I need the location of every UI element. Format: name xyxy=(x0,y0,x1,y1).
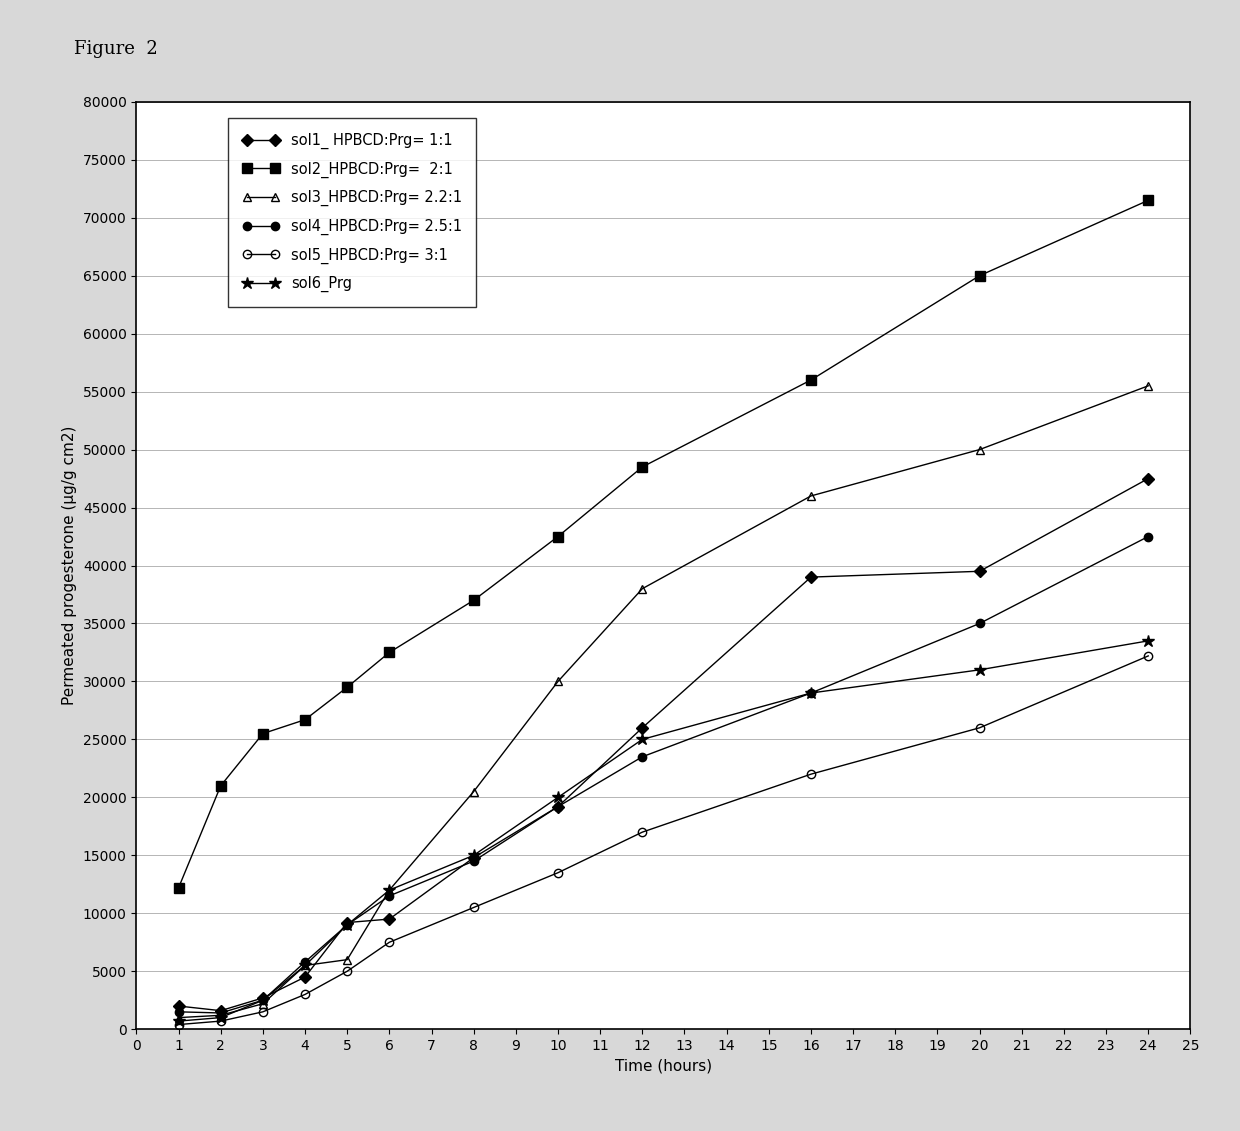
sol2_HPBCD:Prg=  2:1 xyxy=(804,373,818,387)
sol2_HPBCD:Prg=  2:1 xyxy=(340,681,355,694)
sol3_HPBCD:Prg= 2.2:1 xyxy=(382,883,397,897)
sol1_ HPBCD:Prg= 1:1 xyxy=(213,1004,228,1018)
sol1_ HPBCD:Prg= 1:1 xyxy=(340,916,355,930)
sol1_ HPBCD:Prg= 1:1 xyxy=(171,1000,186,1013)
sol2_HPBCD:Prg=  2:1 xyxy=(1141,193,1156,207)
sol6_Prg xyxy=(972,663,987,676)
sol5_HPBCD:Prg= 3:1 xyxy=(804,768,818,782)
X-axis label: Time (hours): Time (hours) xyxy=(615,1059,712,1073)
sol6_Prg xyxy=(804,687,818,700)
sol2_HPBCD:Prg=  2:1 xyxy=(255,727,270,741)
sol4_HPBCD:Prg= 2.5:1 xyxy=(255,993,270,1007)
Line: sol3_HPBCD:Prg= 2.2:1: sol3_HPBCD:Prg= 2.2:1 xyxy=(175,381,1152,1021)
sol4_HPBCD:Prg= 2.5:1 xyxy=(635,750,650,763)
sol5_HPBCD:Prg= 3:1 xyxy=(972,722,987,735)
sol4_HPBCD:Prg= 2.5:1 xyxy=(1141,529,1156,543)
Line: sol6_Prg: sol6_Prg xyxy=(172,634,1154,1027)
sol2_HPBCD:Prg=  2:1 xyxy=(382,646,397,659)
sol1_ HPBCD:Prg= 1:1 xyxy=(466,851,481,864)
Line: sol5_HPBCD:Prg= 3:1: sol5_HPBCD:Prg= 3:1 xyxy=(175,651,1152,1029)
sol3_HPBCD:Prg= 2.2:1 xyxy=(1141,379,1156,392)
sol5_HPBCD:Prg= 3:1 xyxy=(466,900,481,914)
sol6_Prg xyxy=(551,791,565,804)
sol5_HPBCD:Prg= 3:1 xyxy=(635,826,650,839)
sol4_HPBCD:Prg= 2.5:1 xyxy=(466,854,481,867)
sol6_Prg xyxy=(635,733,650,746)
sol1_ HPBCD:Prg= 1:1 xyxy=(1141,472,1156,485)
sol2_HPBCD:Prg=  2:1 xyxy=(213,779,228,793)
sol1_ HPBCD:Prg= 1:1 xyxy=(551,800,565,813)
sol5_HPBCD:Prg= 3:1 xyxy=(1141,649,1156,663)
Line: sol1_ HPBCD:Prg= 1:1: sol1_ HPBCD:Prg= 1:1 xyxy=(175,474,1152,1015)
sol5_HPBCD:Prg= 3:1 xyxy=(551,866,565,880)
sol1_ HPBCD:Prg= 1:1 xyxy=(255,991,270,1004)
sol2_HPBCD:Prg=  2:1 xyxy=(298,713,312,726)
sol3_HPBCD:Prg= 2.2:1 xyxy=(340,952,355,966)
sol6_Prg xyxy=(298,959,312,973)
sol4_HPBCD:Prg= 2.5:1 xyxy=(213,1007,228,1020)
sol3_HPBCD:Prg= 2.2:1 xyxy=(213,1009,228,1022)
sol3_HPBCD:Prg= 2.2:1 xyxy=(972,443,987,457)
sol3_HPBCD:Prg= 2.2:1 xyxy=(466,785,481,798)
sol1_ HPBCD:Prg= 1:1 xyxy=(298,970,312,984)
sol5_HPBCD:Prg= 3:1 xyxy=(213,1015,228,1028)
sol2_HPBCD:Prg=  2:1 xyxy=(466,594,481,607)
sol1_ HPBCD:Prg= 1:1 xyxy=(635,722,650,735)
Y-axis label: Permeated progesterone (µg/g cm2): Permeated progesterone (µg/g cm2) xyxy=(62,425,77,706)
sol4_HPBCD:Prg= 2.5:1 xyxy=(171,1005,186,1019)
sol1_ HPBCD:Prg= 1:1 xyxy=(972,564,987,578)
sol4_HPBCD:Prg= 2.5:1 xyxy=(804,687,818,700)
sol4_HPBCD:Prg= 2.5:1 xyxy=(382,889,397,903)
sol2_HPBCD:Prg=  2:1 xyxy=(635,460,650,474)
sol4_HPBCD:Prg= 2.5:1 xyxy=(551,800,565,813)
sol6_Prg xyxy=(340,918,355,932)
sol5_HPBCD:Prg= 3:1 xyxy=(340,965,355,978)
sol3_HPBCD:Prg= 2.2:1 xyxy=(804,490,818,503)
sol2_HPBCD:Prg=  2:1 xyxy=(551,529,565,543)
sol6_Prg xyxy=(466,848,481,862)
sol6_Prg xyxy=(382,883,397,897)
sol6_Prg xyxy=(171,1015,186,1028)
sol2_HPBCD:Prg=  2:1 xyxy=(171,881,186,895)
sol6_Prg xyxy=(255,993,270,1007)
sol3_HPBCD:Prg= 2.2:1 xyxy=(551,674,565,688)
Text: Figure  2: Figure 2 xyxy=(74,40,159,58)
Line: sol2_HPBCD:Prg=  2:1: sol2_HPBCD:Prg= 2:1 xyxy=(174,196,1153,892)
sol5_HPBCD:Prg= 3:1 xyxy=(298,987,312,1001)
sol5_HPBCD:Prg= 3:1 xyxy=(255,1005,270,1019)
sol4_HPBCD:Prg= 2.5:1 xyxy=(340,918,355,932)
sol6_Prg xyxy=(1141,634,1156,648)
sol3_HPBCD:Prg= 2.2:1 xyxy=(171,1011,186,1025)
sol3_HPBCD:Prg= 2.2:1 xyxy=(298,959,312,973)
sol1_ HPBCD:Prg= 1:1 xyxy=(382,913,397,926)
sol5_HPBCD:Prg= 3:1 xyxy=(382,935,397,949)
sol6_Prg xyxy=(213,1011,228,1025)
sol2_HPBCD:Prg=  2:1 xyxy=(972,269,987,283)
sol3_HPBCD:Prg= 2.2:1 xyxy=(255,996,270,1010)
sol3_HPBCD:Prg= 2.2:1 xyxy=(635,582,650,596)
sol1_ HPBCD:Prg= 1:1 xyxy=(804,570,818,584)
sol4_HPBCD:Prg= 2.5:1 xyxy=(972,616,987,630)
Line: sol4_HPBCD:Prg= 2.5:1: sol4_HPBCD:Prg= 2.5:1 xyxy=(175,533,1152,1017)
sol5_HPBCD:Prg= 3:1 xyxy=(171,1018,186,1031)
sol4_HPBCD:Prg= 2.5:1 xyxy=(298,956,312,969)
Legend: sol1_ HPBCD:Prg= 1:1, sol2_HPBCD:Prg=  2:1, sol3_HPBCD:Prg= 2.2:1, sol4_HPBCD:Pr: sol1_ HPBCD:Prg= 1:1, sol2_HPBCD:Prg= 2:… xyxy=(228,119,476,307)
